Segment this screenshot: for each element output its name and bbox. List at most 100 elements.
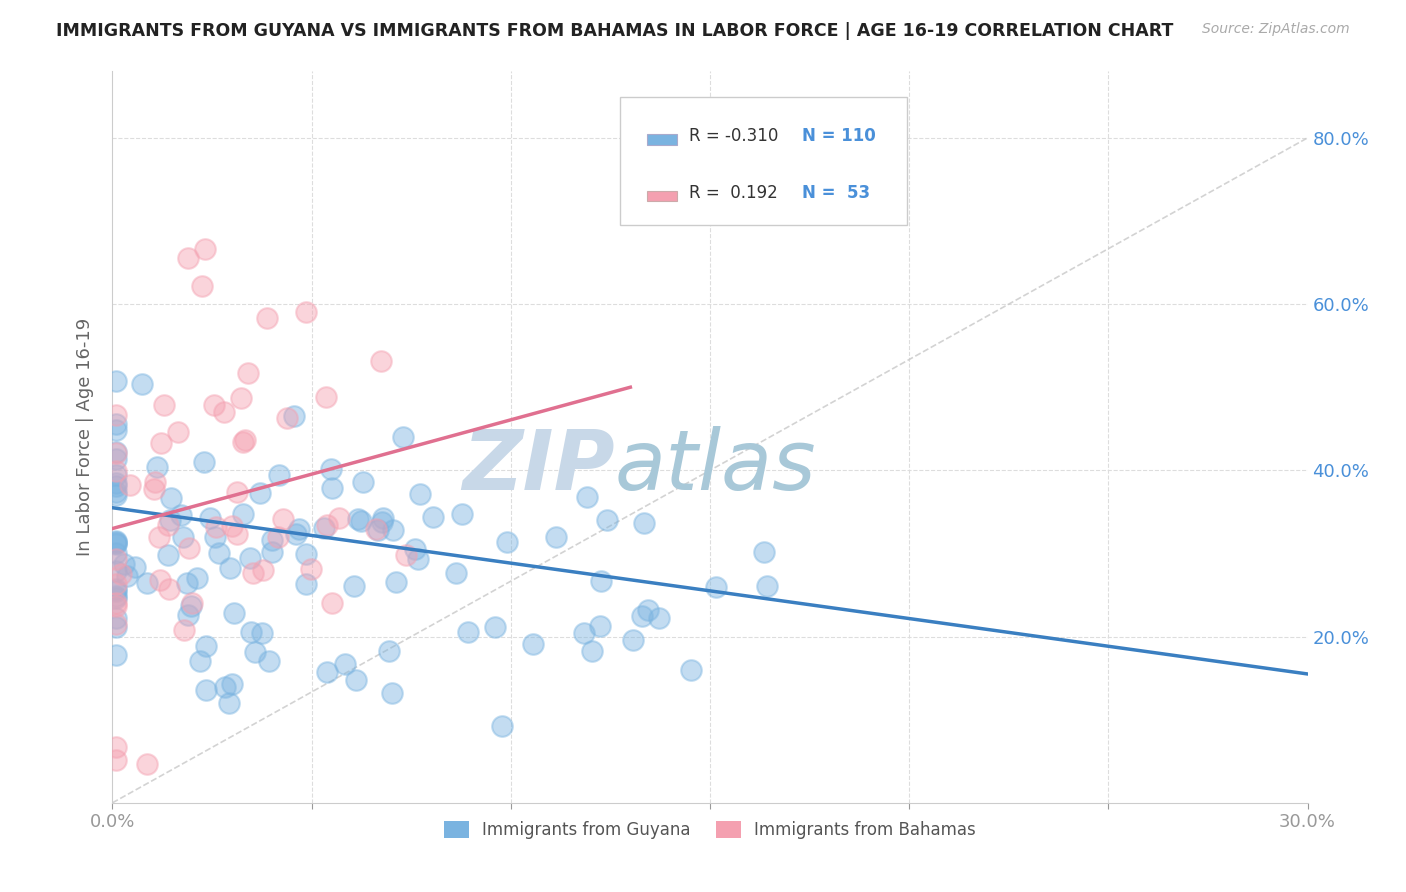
- Point: [110, 567, 132, 582]
- Point: [637, 603, 659, 617]
- Point: [366, 523, 388, 537]
- Point: [378, 644, 401, 658]
- Point: [105, 546, 128, 560]
- Point: [252, 563, 274, 577]
- Point: [193, 455, 215, 469]
- Point: [105, 374, 128, 388]
- Point: [176, 576, 198, 591]
- Point: [105, 620, 128, 634]
- Point: [633, 516, 655, 531]
- Point: [315, 517, 337, 532]
- Point: [105, 582, 128, 596]
- Point: [232, 508, 254, 522]
- Point: [105, 739, 128, 754]
- Point: [221, 519, 243, 533]
- Point: [581, 644, 603, 658]
- Point: [344, 673, 367, 687]
- Point: [408, 551, 430, 566]
- Point: [312, 521, 335, 535]
- Point: [226, 484, 249, 499]
- Point: [105, 464, 128, 478]
- Point: [180, 596, 202, 610]
- Point: [105, 452, 128, 467]
- Point: [204, 530, 226, 544]
- Y-axis label: In Labor Force | Age 16-19: In Labor Force | Age 16-19: [76, 318, 94, 557]
- Point: [283, 409, 305, 424]
- Point: [146, 460, 169, 475]
- Point: [224, 606, 246, 620]
- Point: [202, 398, 225, 412]
- Point: [343, 579, 366, 593]
- Point: [221, 676, 243, 690]
- Point: [226, 526, 249, 541]
- Point: [105, 535, 128, 549]
- Point: [409, 487, 432, 501]
- Text: atlas: atlas: [614, 425, 815, 507]
- Point: [706, 580, 728, 594]
- Point: [112, 557, 135, 571]
- Point: [159, 512, 181, 526]
- Point: [172, 530, 194, 544]
- Point: [381, 686, 404, 700]
- Point: [105, 478, 128, 492]
- Point: [143, 475, 166, 489]
- Text: N = 110: N = 110: [801, 127, 876, 145]
- Point: [105, 485, 128, 500]
- FancyBboxPatch shape: [620, 97, 907, 225]
- Point: [173, 623, 195, 637]
- Point: [205, 520, 228, 534]
- Point: [105, 610, 128, 624]
- Point: [105, 596, 128, 610]
- Point: [276, 411, 298, 425]
- Text: R =  0.192: R = 0.192: [689, 184, 778, 202]
- Point: [367, 523, 389, 537]
- Point: [238, 366, 260, 380]
- Point: [284, 526, 307, 541]
- Point: [166, 425, 188, 439]
- Point: [260, 545, 283, 559]
- Point: [105, 408, 128, 422]
- Point: [756, 579, 779, 593]
- Point: [105, 445, 128, 459]
- Point: [522, 637, 544, 651]
- Point: [288, 522, 311, 536]
- Point: [648, 611, 671, 625]
- Point: [245, 645, 267, 659]
- Point: [371, 515, 394, 529]
- Point: [105, 488, 128, 502]
- Point: [120, 478, 142, 492]
- Point: [177, 607, 200, 622]
- Point: [149, 436, 172, 450]
- Point: [404, 541, 426, 556]
- Point: [623, 633, 645, 648]
- Point: [105, 577, 128, 591]
- Text: IMMIGRANTS FROM GUYANA VS IMMIGRANTS FROM BAHAMAS IN LABOR FORCE | AGE 16-19 COR: IMMIGRANTS FROM GUYANA VS IMMIGRANTS FRO…: [56, 22, 1174, 40]
- Point: [589, 619, 612, 633]
- Point: [105, 423, 128, 437]
- Point: [495, 535, 517, 549]
- Point: [333, 657, 356, 672]
- Text: Source: ZipAtlas.com: Source: ZipAtlas.com: [1202, 22, 1350, 37]
- Text: R = -0.310: R = -0.310: [689, 127, 778, 145]
- Point: [148, 531, 170, 545]
- Point: [271, 511, 294, 525]
- Point: [242, 566, 264, 580]
- Point: [233, 434, 256, 448]
- Point: [153, 398, 176, 412]
- Point: [105, 564, 128, 578]
- Point: [169, 508, 191, 523]
- Point: [346, 511, 368, 525]
- Point: [212, 405, 235, 419]
- Point: [149, 574, 172, 588]
- Point: [294, 304, 316, 318]
- Point: [257, 654, 280, 668]
- Point: [136, 575, 159, 590]
- Point: [352, 475, 374, 490]
- Point: [239, 550, 262, 565]
- FancyBboxPatch shape: [647, 134, 676, 145]
- Point: [198, 510, 221, 524]
- Point: [105, 599, 128, 613]
- Point: [229, 391, 252, 405]
- Point: [484, 620, 506, 634]
- Point: [195, 682, 218, 697]
